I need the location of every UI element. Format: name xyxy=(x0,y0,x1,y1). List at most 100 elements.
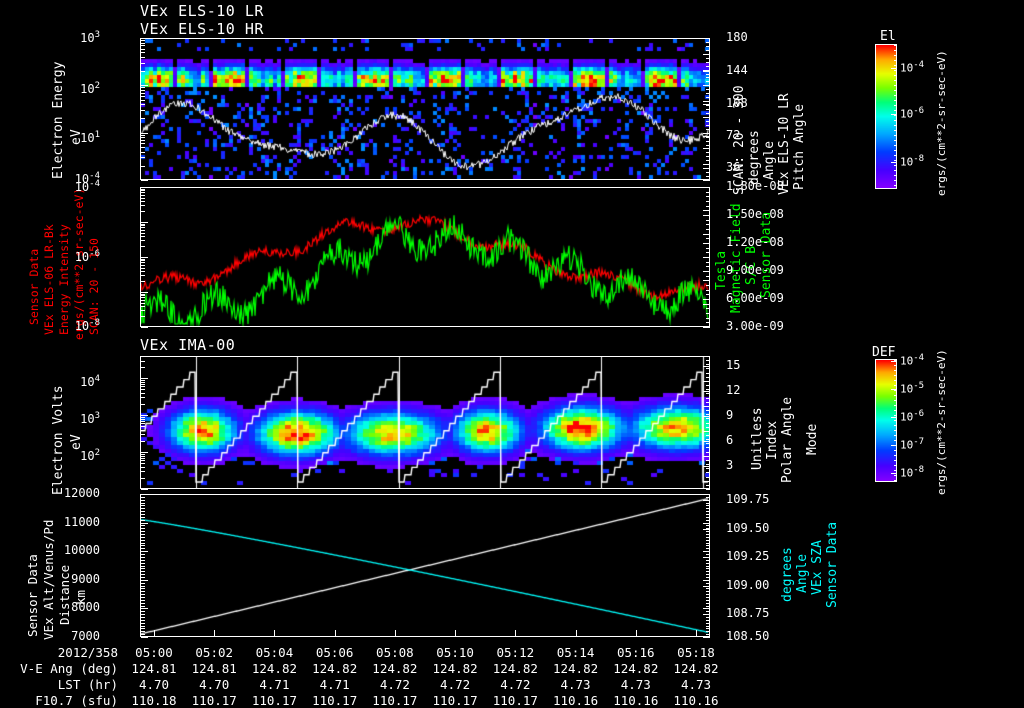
axis-tick xyxy=(703,234,710,235)
axis-tick xyxy=(141,634,145,635)
axis-tick xyxy=(706,160,710,161)
axis-tick xyxy=(636,630,637,637)
axis-tick xyxy=(141,426,145,427)
axis-tick xyxy=(703,136,710,137)
axis-tick xyxy=(706,318,710,319)
axis-tick xyxy=(706,262,710,263)
axis-tick xyxy=(706,66,710,67)
panel1-plot-area[interactable] xyxy=(140,38,710,180)
axis-tick xyxy=(706,266,710,267)
axis-tick xyxy=(894,110,897,111)
axis-tick xyxy=(894,155,897,156)
axis-tick xyxy=(141,281,145,282)
bottom-table-cell: 4.70 xyxy=(138,677,170,692)
axis-tick xyxy=(706,418,710,419)
axis-tick xyxy=(141,523,148,524)
axis-tick xyxy=(141,478,145,479)
axis-tick xyxy=(141,294,145,295)
bottom-table-row-label: 2012/358 xyxy=(57,645,118,660)
bottom-table-cell: 4.73 xyxy=(560,677,591,692)
axis-tick xyxy=(703,70,710,71)
panel2-right-ytick: 1.50e-08 xyxy=(726,207,784,221)
axis-tick xyxy=(706,271,710,272)
axis-tick xyxy=(894,170,897,171)
axis-tick xyxy=(141,540,145,541)
axis-tick xyxy=(706,614,710,615)
axis-tick xyxy=(141,361,145,362)
axis-tick xyxy=(706,81,710,82)
axis-tick xyxy=(706,224,710,225)
panel2-right-ytick: 1.80e-08 xyxy=(726,179,784,193)
bottom-table-cell: 05:04 xyxy=(255,645,294,660)
panel1-ytick-1e1: 101 xyxy=(80,130,100,145)
axis-tick xyxy=(706,631,710,632)
axis-tick xyxy=(141,458,145,459)
axis-tick xyxy=(706,464,710,465)
bottom-table-cell: 124.82 xyxy=(372,661,418,676)
axis-tick xyxy=(141,316,145,317)
panel4-plot-area[interactable] xyxy=(140,494,710,637)
axis-tick xyxy=(703,210,710,211)
panel3-spectrogram-canvas xyxy=(141,357,709,488)
axis-tick xyxy=(706,586,710,587)
axis-tick xyxy=(141,327,148,328)
axis-tick xyxy=(395,630,396,637)
axis-tick xyxy=(706,427,710,428)
axis-tick xyxy=(141,525,145,526)
axis-tick xyxy=(141,419,145,420)
axis-tick xyxy=(706,583,710,584)
axis-tick xyxy=(706,285,710,286)
axis-tick xyxy=(706,42,710,43)
axis-tick xyxy=(141,133,148,134)
panel2-left-quantity: Energy Intensity xyxy=(57,224,71,335)
bottom-table-cell: 110.17 xyxy=(432,693,478,708)
axis-tick xyxy=(706,89,710,90)
axis-tick xyxy=(141,135,145,136)
bottom-table-cell: 110.17 xyxy=(251,693,298,708)
axis-tick xyxy=(706,591,710,592)
axis-tick xyxy=(894,175,897,176)
axis-tick xyxy=(141,222,148,223)
panel3-title: VEx IMA-00 xyxy=(140,336,236,354)
axis-tick xyxy=(706,514,710,515)
axis-tick xyxy=(141,603,145,604)
axis-tick xyxy=(894,60,897,61)
axis-tick xyxy=(894,375,897,376)
axis-tick xyxy=(706,563,710,564)
axis-tick xyxy=(706,368,710,369)
axis-tick xyxy=(703,327,710,328)
axis-tick xyxy=(141,236,145,237)
axis-tick xyxy=(141,463,145,464)
bottom-table-cell: 4.71 xyxy=(259,677,290,692)
axis-tick xyxy=(141,195,145,196)
panel1-colorbar xyxy=(875,44,897,189)
axis-tick xyxy=(706,628,710,629)
axis-tick xyxy=(141,591,145,592)
axis-tick xyxy=(706,588,710,589)
panel1-right-ytick: 108 xyxy=(726,96,748,110)
panel2-plot-area[interactable] xyxy=(140,187,710,327)
axis-tick xyxy=(141,43,145,44)
axis-tick xyxy=(706,141,710,142)
axis-tick xyxy=(706,276,710,277)
axis-tick xyxy=(894,140,897,141)
axis-tick xyxy=(706,402,710,403)
axis-tick xyxy=(141,471,145,472)
bottom-table-cell: 124.82 xyxy=(432,661,478,676)
panel3-colorbar-tick: 10-5 xyxy=(900,381,925,396)
axis-tick xyxy=(141,389,145,390)
axis-tick xyxy=(706,423,710,424)
axis-tick xyxy=(141,85,148,86)
panel3-plot-area[interactable] xyxy=(140,356,710,489)
axis-tick xyxy=(894,100,897,101)
axis-tick xyxy=(706,93,710,94)
axis-tick xyxy=(703,187,710,188)
axis-tick xyxy=(706,497,710,498)
axis-tick xyxy=(706,299,710,300)
axis-tick xyxy=(141,577,145,578)
axis-tick xyxy=(706,537,710,538)
bottom-table-cell: 124.82 xyxy=(251,661,298,676)
axis-tick xyxy=(894,435,897,436)
axis-tick xyxy=(706,603,710,604)
axis-tick xyxy=(141,514,145,515)
